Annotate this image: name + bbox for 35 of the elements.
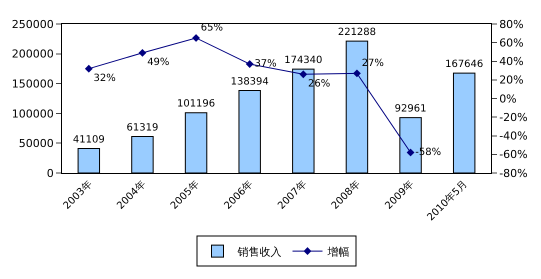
y-tick-label: 100000 bbox=[12, 107, 54, 120]
point bbox=[84, 64, 93, 73]
y2-tick-label: -80% bbox=[499, 166, 528, 180]
y-tick-label: 150000 bbox=[12, 77, 54, 90]
data-label: 221288 bbox=[338, 27, 376, 38]
data-label: 32% bbox=[94, 72, 116, 84]
y2-tick-label: 20% bbox=[499, 74, 524, 87]
data-label: 37% bbox=[254, 58, 277, 70]
data-label: 49% bbox=[147, 57, 170, 68]
legend-label: 销售收入 bbox=[236, 245, 282, 258]
data-label: 41109 bbox=[72, 134, 105, 146]
y2-tick-label: -40% bbox=[499, 130, 528, 143]
y2-tick-label: 0% bbox=[499, 92, 517, 106]
y2-tick-label: 80% bbox=[499, 18, 524, 31]
y2-tick-label: 60% bbox=[499, 36, 524, 50]
y2-tick-label: 40% bbox=[499, 55, 524, 68]
data-label: 61319 bbox=[126, 122, 158, 134]
point bbox=[138, 48, 146, 57]
y-tick-label: 50000 bbox=[18, 137, 54, 150]
y-tick-label: 200000 bbox=[12, 48, 54, 61]
point bbox=[246, 60, 254, 68]
point bbox=[299, 70, 308, 78]
y2-tick-label: -60% bbox=[499, 148, 528, 162]
legend-label: 增幅 bbox=[326, 245, 350, 258]
y-tick-label: 250000 bbox=[12, 18, 54, 31]
y-tick-label: 0 bbox=[46, 166, 54, 180]
point bbox=[406, 148, 414, 156]
data-label: 92961 bbox=[394, 104, 426, 115]
point bbox=[353, 69, 361, 78]
data-label: 101196 bbox=[176, 98, 216, 110]
data-label: 174340 bbox=[284, 55, 322, 66]
data-label: 167646 bbox=[445, 59, 484, 70]
point bbox=[192, 34, 200, 42]
data-label: 138394 bbox=[230, 76, 269, 88]
y2-tick-label: -20% bbox=[499, 110, 528, 124]
